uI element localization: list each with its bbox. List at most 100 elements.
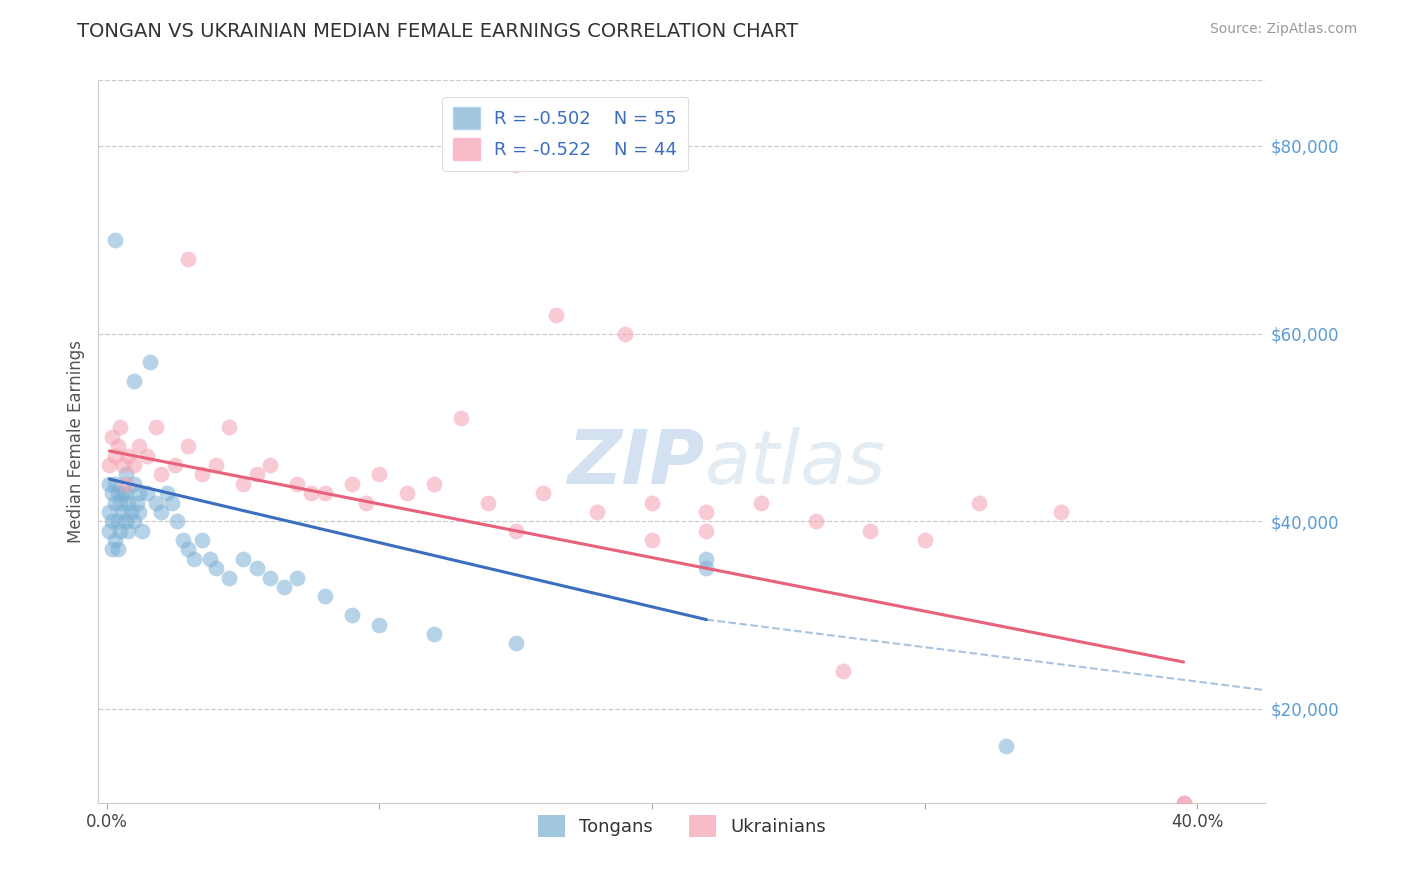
Point (104, 495, 127, 509)
Point (299, 486, 322, 500)
Point (354, 495, 377, 509)
Point (340, 476, 363, 491)
Point (191, 467, 214, 482)
Legend: Tongans, Ukrainians: Tongans, Ukrainians (530, 808, 834, 845)
Point (104, 476, 127, 491)
Point (128, 505, 150, 519)
Point (117, 495, 139, 509)
Point (368, 617, 391, 632)
Point (613, 326, 636, 341)
Point (1173, 796, 1195, 810)
Text: TONGAN VS UKRAINIAN MEDIAN FEMALE EARNINGS CORRELATION CHART: TONGAN VS UKRAINIAN MEDIAN FEMALE EARNIN… (77, 22, 799, 41)
Point (1050, 505, 1073, 519)
Point (232, 551, 254, 566)
Point (183, 551, 205, 566)
Point (101, 430, 124, 444)
Point (136, 486, 159, 500)
Point (107, 542, 129, 557)
Point (107, 439, 129, 453)
Point (695, 551, 717, 566)
Point (111, 458, 134, 472)
Point (110, 420, 132, 434)
Point (804, 514, 827, 528)
Point (695, 561, 717, 575)
Point (120, 505, 142, 519)
Point (114, 467, 136, 482)
Point (98, 505, 121, 519)
Point (122, 374, 145, 388)
Point (368, 467, 391, 482)
Y-axis label: Median Female Earnings: Median Female Earnings (66, 340, 84, 543)
Point (859, 524, 882, 538)
Point (695, 524, 717, 538)
Point (259, 571, 281, 585)
Point (122, 458, 145, 472)
Point (995, 739, 1018, 754)
Point (117, 449, 139, 463)
Point (104, 449, 127, 463)
Point (111, 486, 134, 500)
Point (204, 561, 226, 575)
Point (586, 505, 609, 519)
Point (110, 495, 132, 509)
Point (98, 476, 121, 491)
Point (114, 486, 136, 500)
Point (287, 571, 309, 585)
Point (107, 486, 129, 500)
Point (505, 524, 527, 538)
Point (128, 439, 150, 453)
Point (150, 467, 173, 482)
Point (259, 458, 281, 472)
Text: ZIP: ZIP (568, 426, 706, 500)
Point (122, 476, 145, 491)
Point (114, 514, 136, 528)
Point (232, 476, 254, 491)
Point (104, 233, 127, 247)
Point (749, 495, 772, 509)
Point (177, 252, 200, 266)
Text: atlas: atlas (706, 427, 887, 500)
Point (122, 514, 145, 528)
Point (160, 495, 183, 509)
Point (125, 495, 148, 509)
Point (117, 524, 139, 538)
Point (1173, 796, 1195, 810)
Point (218, 420, 240, 434)
Point (145, 495, 167, 509)
Point (695, 505, 717, 519)
Point (114, 476, 136, 491)
Point (98, 524, 121, 538)
Point (245, 561, 267, 575)
Point (204, 458, 226, 472)
Point (139, 355, 162, 369)
Point (172, 533, 194, 547)
Point (218, 571, 240, 585)
Point (101, 514, 124, 528)
Point (110, 524, 132, 538)
Point (423, 476, 446, 491)
Point (423, 627, 446, 641)
Point (531, 486, 554, 500)
Point (155, 486, 177, 500)
Point (150, 505, 173, 519)
Point (505, 636, 527, 650)
Point (177, 542, 200, 557)
Point (314, 486, 336, 500)
Point (340, 608, 363, 623)
Point (967, 495, 990, 509)
Point (273, 580, 295, 594)
Point (131, 524, 153, 538)
Point (166, 514, 188, 528)
Point (111, 505, 134, 519)
Point (163, 458, 186, 472)
Point (395, 486, 418, 500)
Point (101, 542, 124, 557)
Point (546, 308, 568, 322)
Point (128, 486, 150, 500)
Point (200, 551, 222, 566)
Point (505, 158, 527, 172)
Point (191, 533, 214, 547)
Point (145, 420, 167, 434)
Point (287, 476, 309, 491)
Point (245, 467, 267, 482)
